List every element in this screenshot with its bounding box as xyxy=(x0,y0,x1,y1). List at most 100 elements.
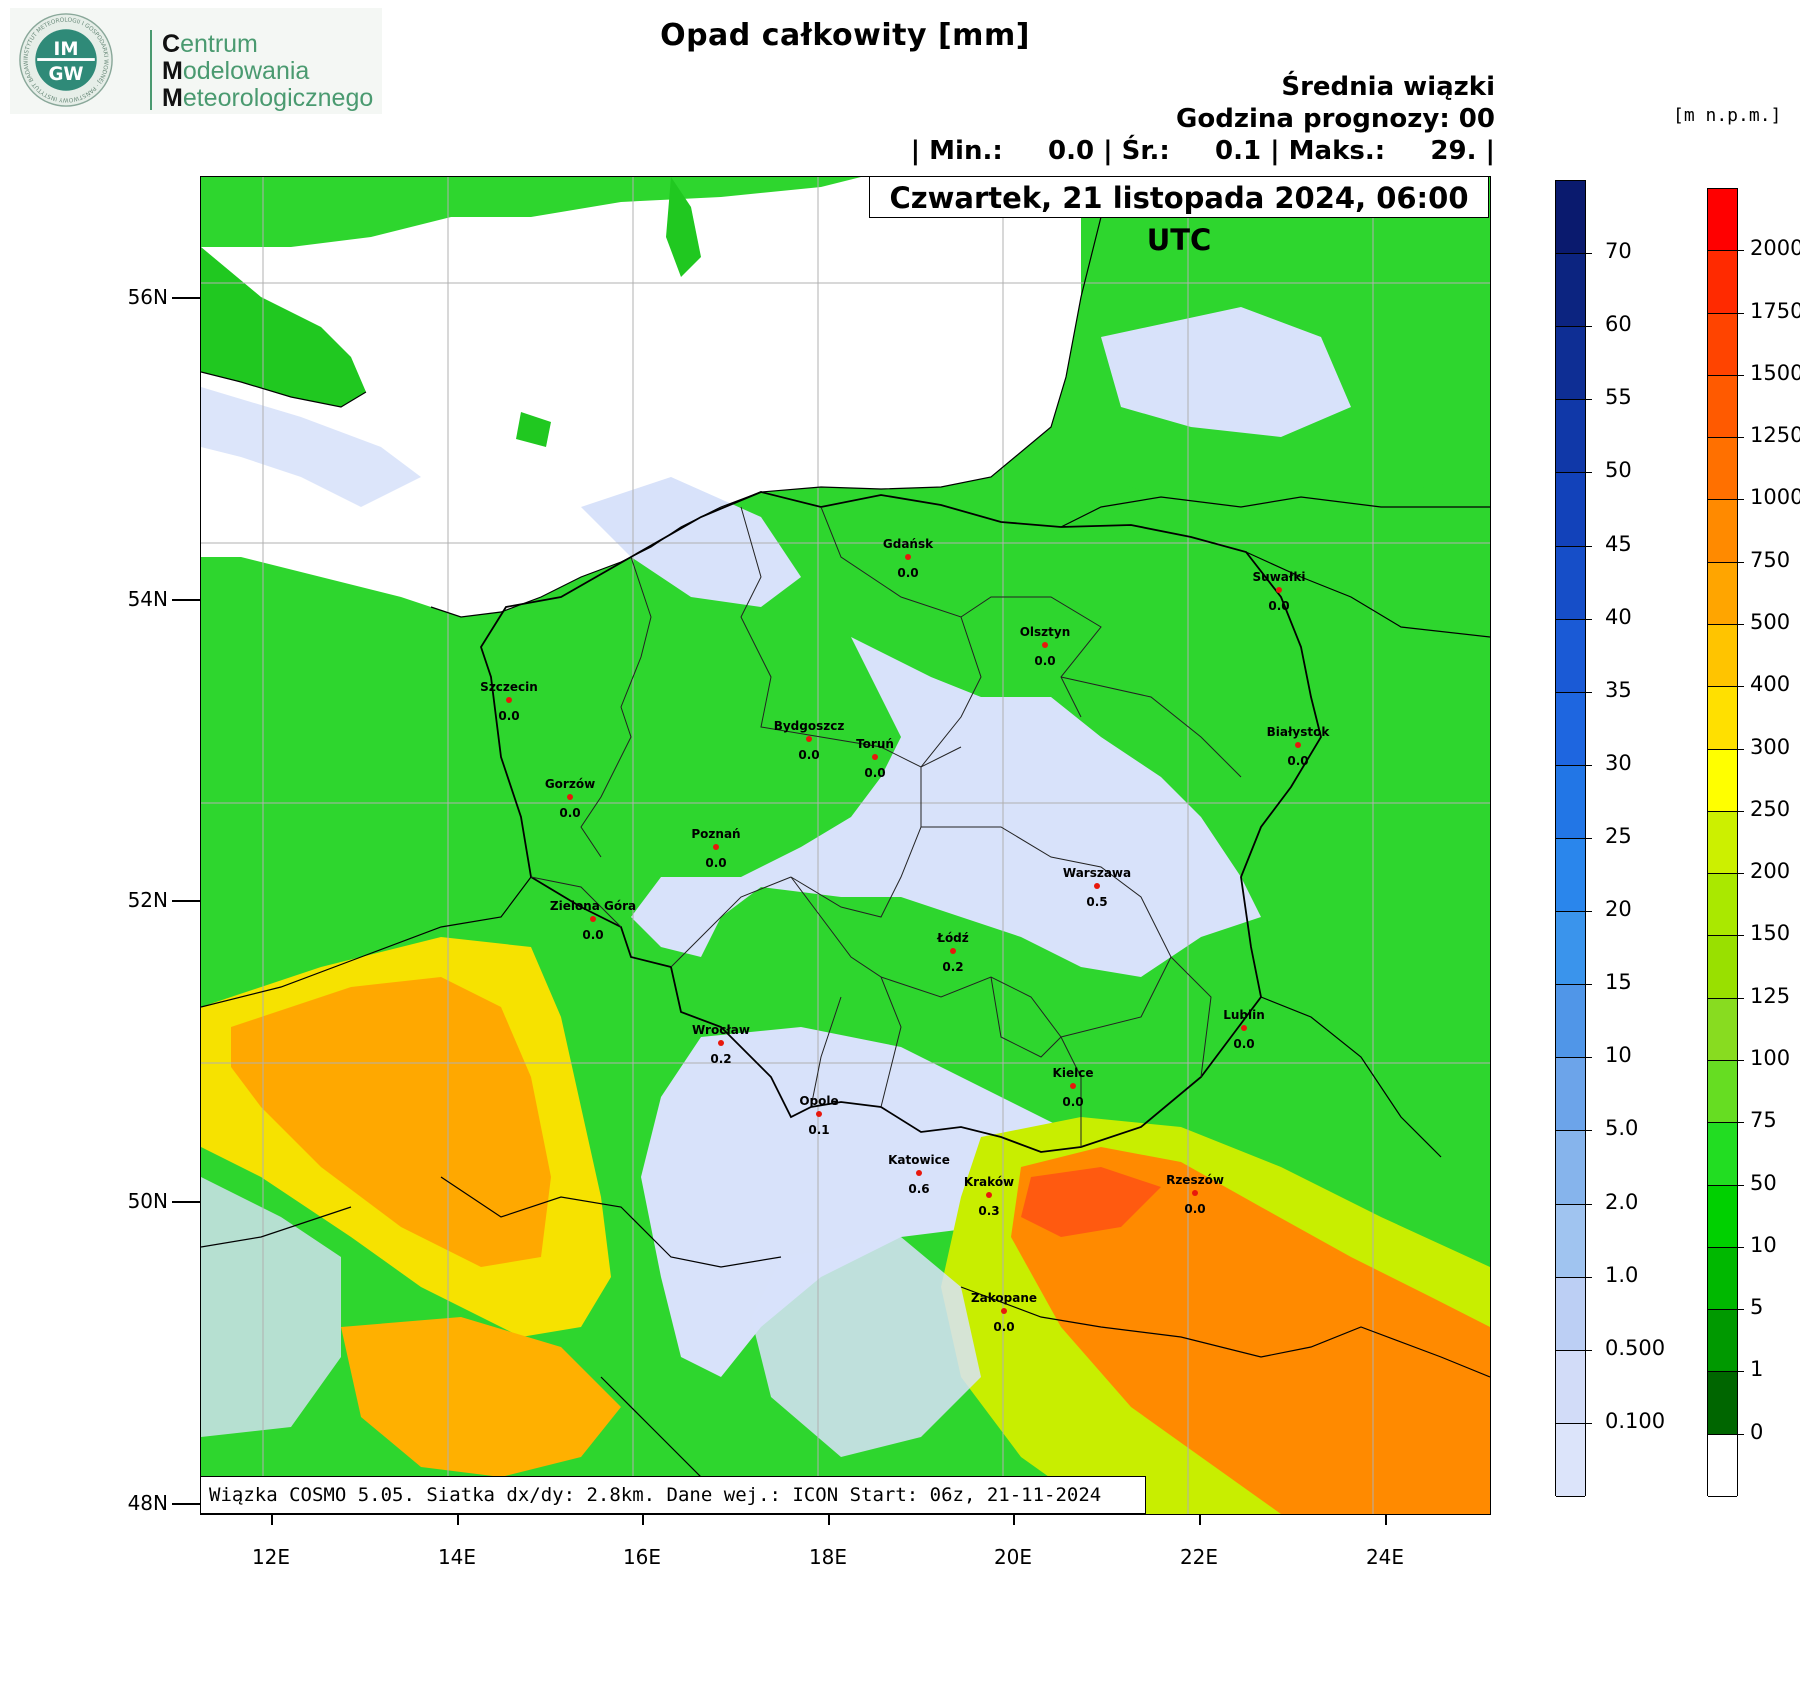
colorbar-label: 25 xyxy=(1605,824,1632,848)
colorbar-tick xyxy=(1738,312,1744,314)
colorbar-label: 2000 xyxy=(1750,236,1800,261)
city-value: 0.0 xyxy=(582,928,604,942)
colorbar-label: 0.500 xyxy=(1605,1335,1666,1360)
colorbar-segment xyxy=(1556,1350,1585,1424)
lowprecip-south xyxy=(641,1027,1101,1377)
lat-label-50n: 50N xyxy=(127,1189,168,1213)
colorbar-label: 750 xyxy=(1750,547,1791,572)
precipitation-colorbar xyxy=(1555,180,1586,1497)
city-value: 0.0 xyxy=(864,766,886,780)
colorbar-segment xyxy=(1556,839,1585,913)
city-value: 0.0 xyxy=(498,709,520,723)
colorbar-label: 70 xyxy=(1605,239,1632,264)
colorbar-tick xyxy=(1738,686,1744,688)
coastline xyxy=(201,177,1112,618)
city-value: 0.3 xyxy=(978,1204,1000,1218)
city-marker xyxy=(567,794,573,800)
colorbar-tick xyxy=(1586,1349,1592,1351)
city-value: 0.0 xyxy=(1287,754,1309,768)
colorbar-tick xyxy=(1738,1060,1744,1061)
lon-tick xyxy=(1199,1515,1201,1525)
lon-label-18e: 18E xyxy=(808,1545,848,1569)
colorbar-segment xyxy=(1708,998,1737,1061)
city-marker xyxy=(1001,1308,1007,1314)
colorbar-tick xyxy=(1738,810,1744,812)
colorbar-label: 10 xyxy=(1750,1232,1777,1257)
colorbar-segment xyxy=(1556,912,1585,986)
city-name: Olsztyn xyxy=(1019,625,1071,639)
stats-line: | Min.: 0.0 | Śr.: 0.1 | Maks.: 29. | xyxy=(910,136,1495,166)
colorbar-tick xyxy=(1738,1184,1744,1186)
city-name: Kielce xyxy=(1052,1066,1094,1080)
colorbar-label: 1000 xyxy=(1750,485,1800,510)
colorbar-label: 5 xyxy=(1750,1295,1764,1320)
city-name: Zielona Góra xyxy=(549,899,637,913)
colorbar-segment xyxy=(1708,749,1737,812)
city-name: Wrocław xyxy=(692,1023,750,1037)
colorbar-label: 50 xyxy=(1605,458,1632,483)
badge-line1: IM xyxy=(54,39,79,60)
baltic-sea xyxy=(201,177,1111,617)
colorbar-tick xyxy=(1586,1422,1592,1424)
colorbar-segment xyxy=(1708,189,1737,252)
city-value: 0.0 xyxy=(798,748,820,762)
graticule xyxy=(201,177,1490,1514)
city-marker xyxy=(916,1170,922,1176)
city-name: Gorzów xyxy=(544,777,596,791)
colorbar-tick xyxy=(1738,1433,1744,1435)
colorbar-tick xyxy=(1586,691,1592,693)
lon-label-12e: 12E xyxy=(251,1545,291,1569)
colorbar-tick xyxy=(1738,499,1744,501)
colorbar-segment xyxy=(1556,327,1585,401)
sweden-coast xyxy=(201,247,366,407)
lowprecip-pomerania xyxy=(581,477,801,607)
city-name: Warszawa xyxy=(1062,866,1132,880)
colorbar-segment xyxy=(1708,1247,1737,1311)
colorbar-tick xyxy=(1738,1246,1744,1248)
colorbar-segment xyxy=(1708,375,1737,439)
colorbar-segment xyxy=(1708,562,1737,625)
lat-label-48n: 48N xyxy=(127,1491,168,1515)
city-value: 0.1 xyxy=(808,1123,830,1137)
colorbar-tick xyxy=(1738,624,1744,625)
colorbar-segment xyxy=(1556,1058,1585,1132)
colorbar-label: 150 xyxy=(1750,921,1791,946)
city-name: Katowice xyxy=(888,1153,950,1167)
colorbar-label: 125 xyxy=(1750,983,1791,1008)
gotland xyxy=(666,177,701,277)
city-value: 0.0 xyxy=(993,1320,1015,1334)
colorbar-tick xyxy=(1738,873,1744,875)
colorbar-segment xyxy=(1708,687,1737,750)
colorbar-label: 40 xyxy=(1605,604,1632,629)
colorbar-label: 100 xyxy=(1750,1046,1791,1070)
city-marker xyxy=(1094,883,1100,889)
colorbar-segment xyxy=(1556,1423,1585,1497)
city-name: Toruń xyxy=(856,737,894,751)
city-marker xyxy=(1295,742,1301,748)
colorbar-tick xyxy=(1738,437,1744,439)
colorbar-tick xyxy=(1738,1309,1744,1311)
colorbar-tick xyxy=(1738,935,1744,937)
badge-line2: GW xyxy=(48,64,83,85)
colorbar-tick xyxy=(1586,472,1592,474)
colorbar-label: 15 xyxy=(1605,970,1632,995)
voivodeship-boundaries xyxy=(530,506,1242,1147)
colorbar-segment xyxy=(1556,254,1585,328)
model-info-label: Wiązka COSMO 5.05. Siatka dx/dy: 2.8km. … xyxy=(200,1476,1146,1514)
colorbar-tick xyxy=(1738,250,1744,252)
city-marker xyxy=(718,1040,724,1046)
city-marker xyxy=(1192,1190,1198,1196)
city-value: 0.0 xyxy=(897,566,919,580)
city-value: 0.0 xyxy=(1268,599,1290,613)
country-borders xyxy=(201,496,1490,1514)
colorbar-label: 0.100 xyxy=(1605,1408,1666,1433)
city-marker xyxy=(1042,642,1048,648)
lat-tick xyxy=(172,1201,200,1203)
mountains-austria xyxy=(341,1317,621,1477)
city-name: Białystok xyxy=(1266,725,1330,739)
colorbar-label: 75 xyxy=(1750,1108,1777,1133)
colorbar-tick xyxy=(1738,997,1744,999)
city-marker xyxy=(986,1192,992,1198)
colorbar-label: 300 xyxy=(1750,734,1791,759)
colorbar-tick xyxy=(1586,1276,1592,1278)
